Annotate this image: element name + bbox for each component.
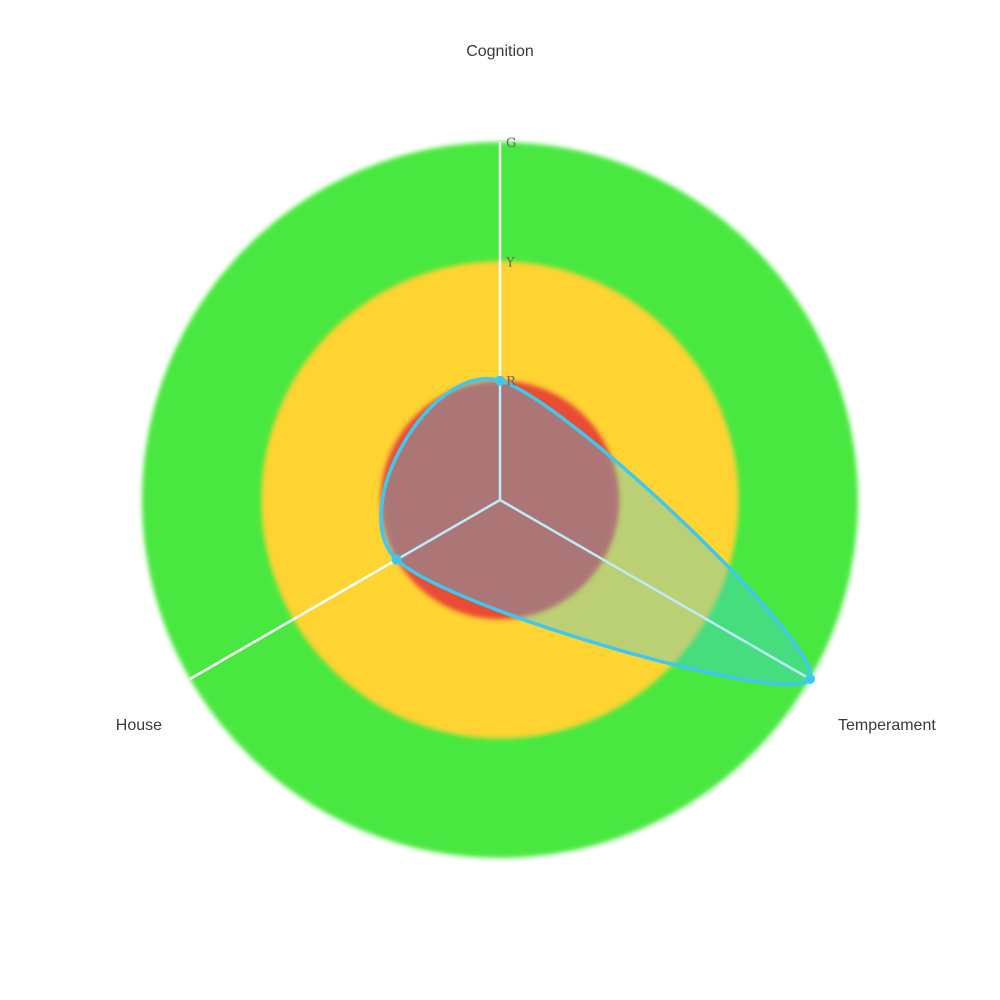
axis-line-temperament [499,498,811,681]
data-point-temperament [805,674,816,684]
axis-line-house [189,498,501,681]
axis-lines [189,142,811,681]
tick-label-g: G [506,136,516,151]
data-point-house [391,554,402,565]
axis-labels: Cognition Temperament House [116,43,937,734]
tick-labels: R Y G [505,136,517,390]
axis-label-house: House [116,717,162,734]
series-area-0 [379,377,813,687]
tick-label-y: Y [505,255,515,270]
series-layer [379,375,816,687]
data-point-cognition [495,375,505,386]
axis-label-cognition: Cognition [466,43,534,60]
tick-label-r: R [506,375,517,390]
axis-label-temperament: Temperament [838,717,936,734]
